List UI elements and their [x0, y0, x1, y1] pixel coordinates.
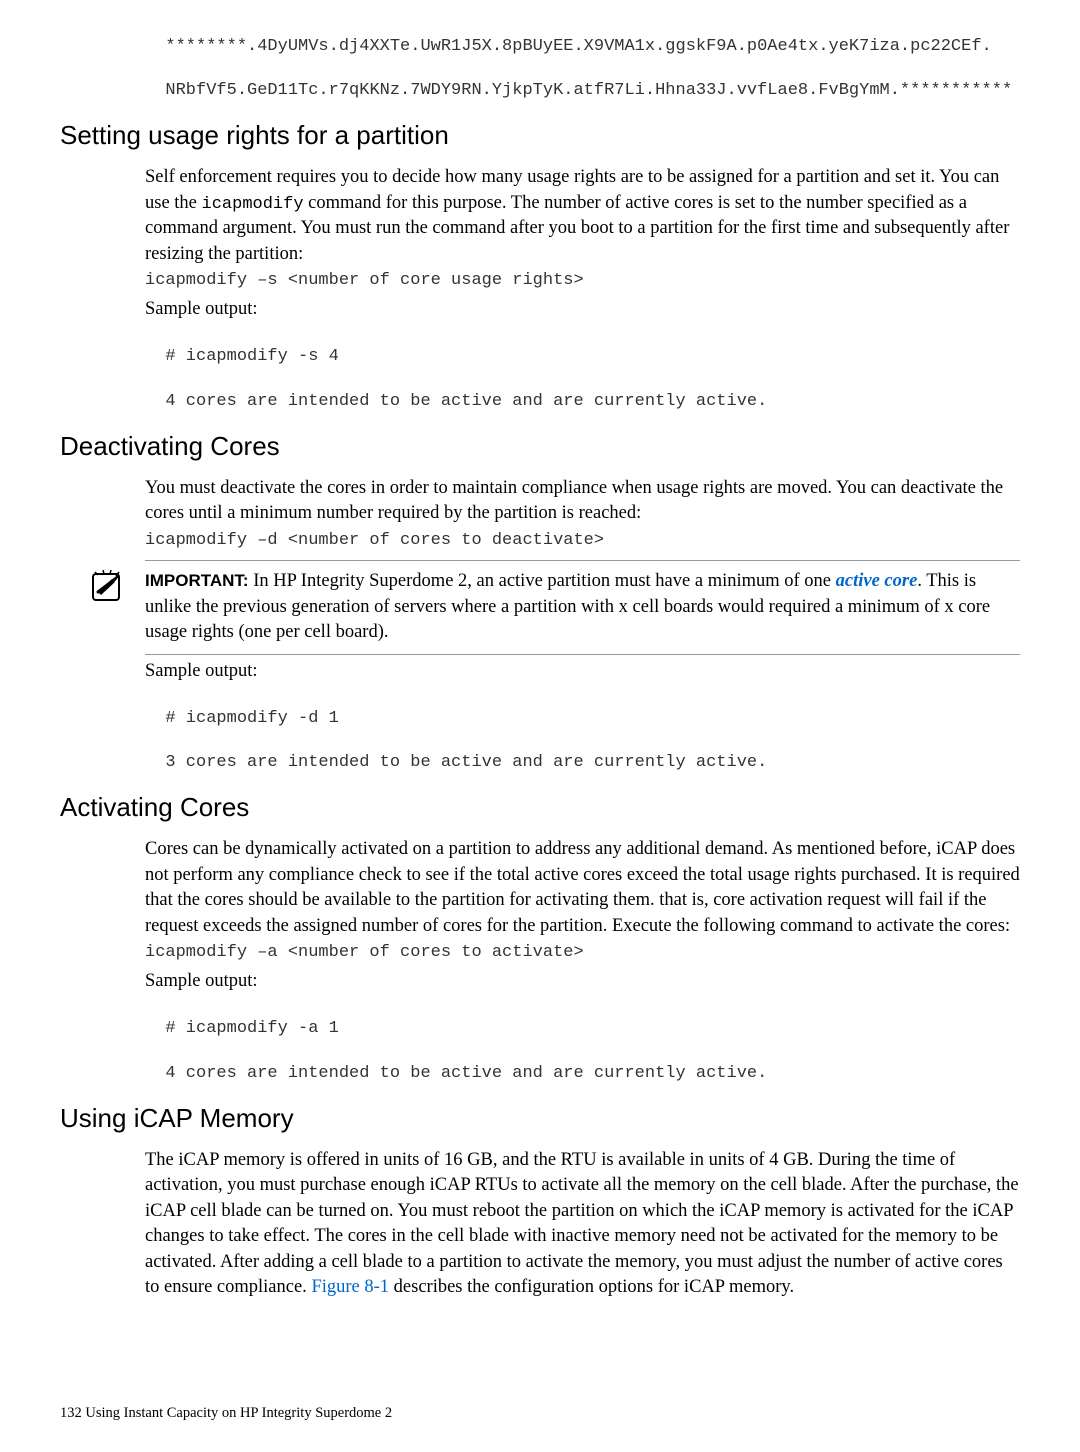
figure-link[interactable]: Figure 8-1	[311, 1277, 389, 1297]
code-line-1: ********.4DyUMVs.dj4XXTe.UwR1J5X.8pBUyEE…	[165, 37, 991, 56]
important-icon	[90, 569, 126, 613]
output-line-2: 4 cores are intended to be active and ar…	[165, 1064, 767, 1083]
code-output: # icapmodify -d 1 3 cores are intended t…	[145, 686, 1020, 774]
paragraph-activating: Cores can be dynamically activated on a …	[145, 837, 1020, 939]
text-fragment: describes the configuration options for …	[389, 1277, 794, 1297]
inline-code-icapmodify: icapmodify	[202, 195, 304, 214]
text-fragment: The iCAP memory is offered in units of 1…	[145, 1150, 1019, 1298]
sample-output-label: Sample output:	[145, 971, 1020, 992]
paragraph-deactivating: You must deactivate the cores in order t…	[145, 476, 1020, 527]
footer-text: Using Instant Capacity on HP Integrity S…	[82, 1405, 392, 1421]
heading-deactivating-cores: Deactivating Cores	[60, 431, 1020, 462]
paragraph-icap-memory: The iCAP memory is offered in units of 1…	[145, 1148, 1020, 1301]
command-line: icapmodify –a <number of cores to activa…	[145, 941, 1020, 965]
paragraph-setting-rights: Self enforcement requires you to decide …	[145, 165, 1020, 267]
sample-output-label: Sample output:	[145, 661, 1020, 682]
important-label: IMPORTANT:	[145, 571, 249, 590]
important-text: IMPORTANT: In HP Integrity Superdome 2, …	[145, 569, 1020, 646]
page-footer: 132 Using Instant Capacity on HP Integri…	[60, 1405, 392, 1422]
sample-output-label: Sample output:	[145, 299, 1020, 320]
page-number: 132	[60, 1405, 82, 1421]
code-block-top: ********.4DyUMVs.dj4XXTe.UwR1J5X.8pBUyEE…	[145, 14, 1020, 102]
command-line: icapmodify –d <number of cores to deacti…	[145, 529, 1020, 553]
text-fragment: In HP Integrity Superdome 2, an active p…	[249, 571, 836, 591]
output-line-1: # icapmodify -s 4	[165, 347, 338, 366]
code-output: # icapmodify -a 1 4 cores are intended t…	[145, 996, 1020, 1084]
heading-activating-cores: Activating Cores	[60, 792, 1020, 823]
output-line-1: # icapmodify -d 1	[165, 709, 338, 728]
italic-term-active-core: active core	[836, 571, 918, 591]
important-callout: IMPORTANT: In HP Integrity Superdome 2, …	[145, 560, 1020, 655]
output-line-1: # icapmodify -a 1	[165, 1019, 338, 1038]
output-line-2: 4 cores are intended to be active and ar…	[165, 392, 767, 411]
output-line-2: 3 cores are intended to be active and ar…	[165, 753, 767, 772]
code-line-2: NRbfVf5.GeD11Tc.r7qKKNz.7WDY9RN.YjkpTyK.…	[165, 81, 1012, 100]
heading-icap-memory: Using iCAP Memory	[60, 1103, 1020, 1134]
command-line: icapmodify –s <number of core usage righ…	[145, 269, 1020, 293]
code-output: # icapmodify -s 4 4 cores are intended t…	[145, 324, 1020, 412]
heading-setting-usage-rights: Setting usage rights for a partition	[60, 120, 1020, 151]
